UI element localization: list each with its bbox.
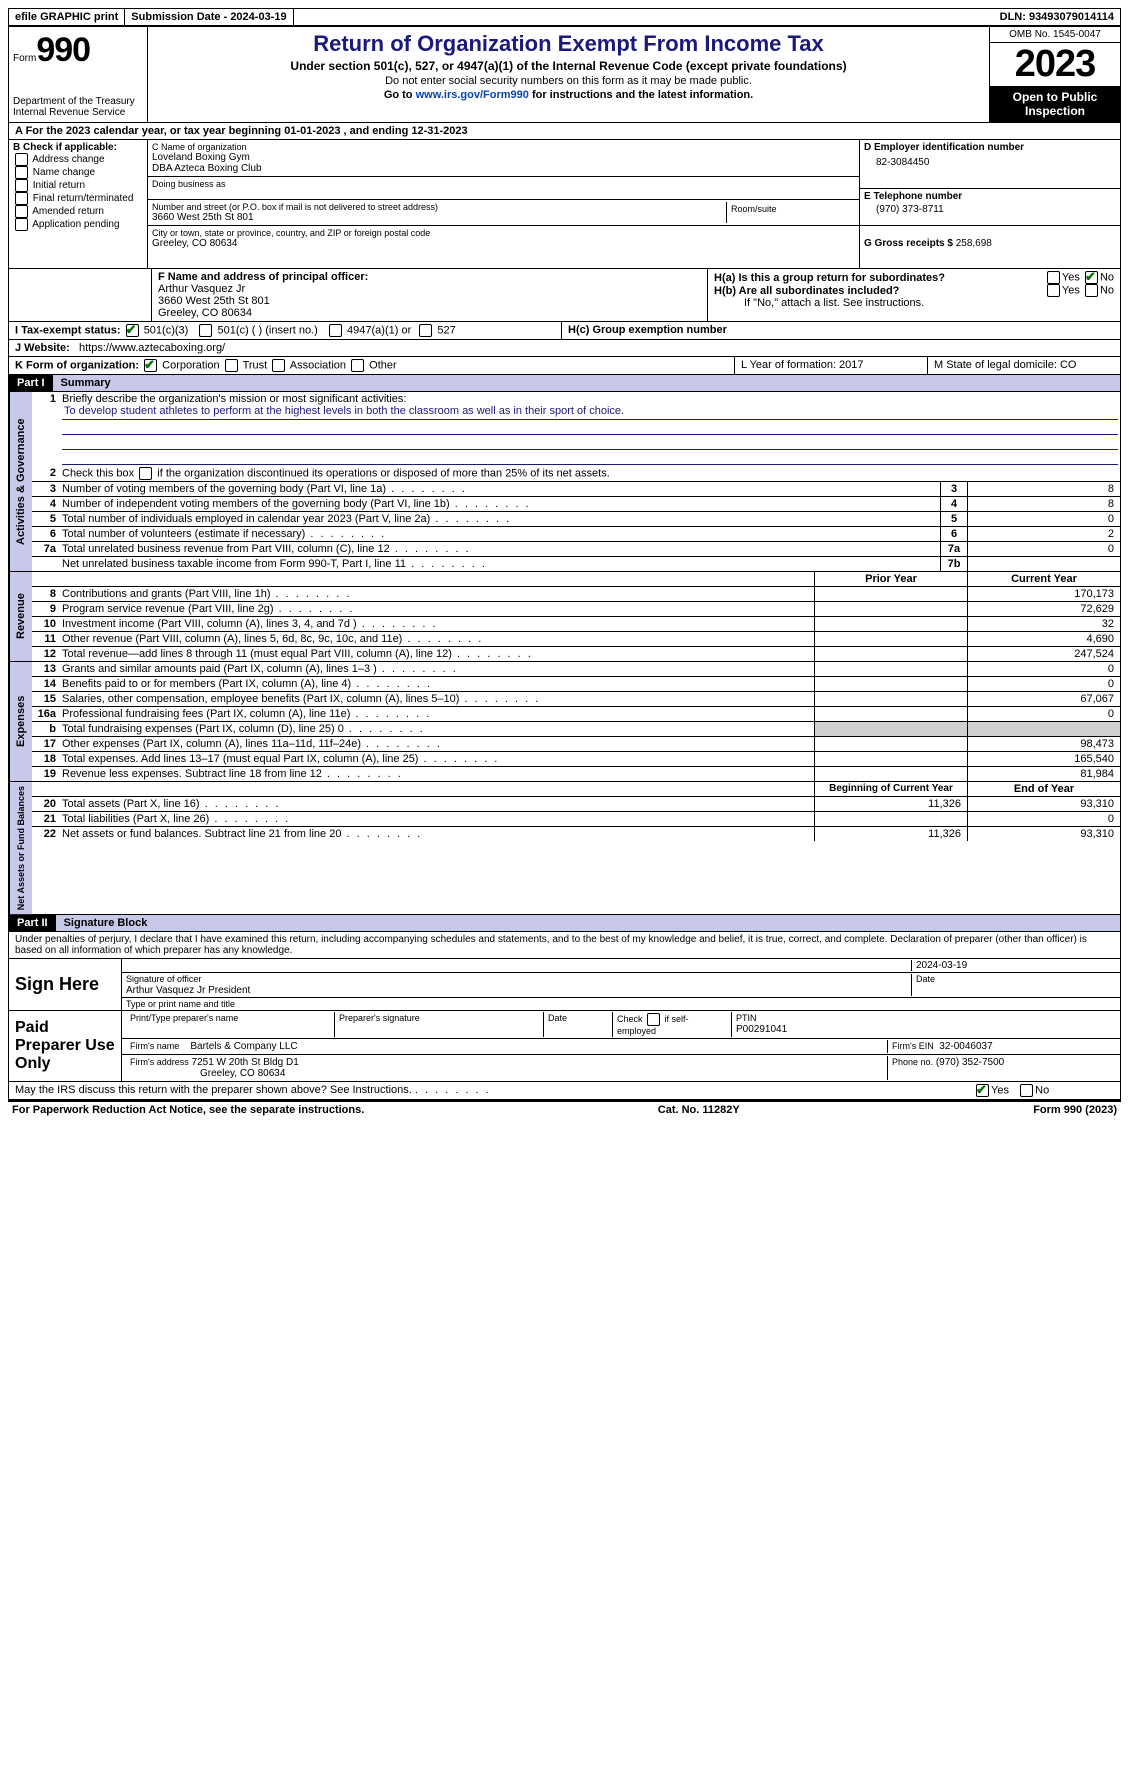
paid-preparer-label: Paid Preparer Use Only [9,1011,122,1081]
checkbox-amended[interactable] [15,205,28,218]
checkbox-name-change[interactable] [15,166,28,179]
omb-number: OMB No. 1545-0047 [990,27,1120,43]
form-header: Form 990 Department of the Treasury Inte… [8,27,1121,123]
irs-label: Internal Revenue Service [13,107,143,118]
part1-header: Part I [9,375,53,391]
tax-year: 2023 [990,43,1120,86]
checkbox-other[interactable] [351,359,364,372]
checkbox-ha-no[interactable] [1085,271,1098,284]
checkbox-initial[interactable] [15,179,28,192]
checkbox-discuss-no[interactable] [1020,1084,1033,1097]
officer-addr2: Greeley, CO 80634 [158,307,701,319]
dln: DLN: 93493079014114 [994,9,1120,25]
entity-block: B Check if applicable: Address change Na… [8,140,1121,269]
irs-link[interactable]: www.irs.gov/Form990 [416,89,529,101]
checkbox-final[interactable] [15,192,28,205]
box-b: B Check if applicable: Address change Na… [9,140,148,268]
checkbox-pending[interactable] [15,218,28,231]
dept-label: Department of the Treasury [13,96,143,107]
form-number: 990 [36,31,90,70]
part2-header: Part II [9,915,56,931]
telephone: (970) 373-8711 [864,202,1116,215]
firm-addr2: Greeley, CO 80634 [130,1068,285,1079]
officer-name: Arthur Vasquez Jr [158,283,701,295]
checkbox-discontinued[interactable] [139,467,152,480]
form-label: Form [13,53,36,64]
firm-addr1: 7251 W 20th St Bldg D1 [192,1057,299,1068]
checkbox-4947[interactable] [329,324,342,337]
room-suite-label: Room/suite [727,202,855,223]
tab-net-assets: Net Assets or Fund Balances [9,782,32,914]
tab-activities: Activities & Governance [9,392,32,571]
sign-here-label: Sign Here [9,959,122,1010]
top-bar: efile GRAPHIC print Submission Date - 20… [8,8,1121,27]
org-city: Greeley, CO 80634 [152,238,855,249]
firm-phone: (970) 352-7500 [936,1057,1004,1068]
org-name-2: DBA Azteca Boxing Club [152,163,855,174]
checkbox-hb-yes[interactable] [1047,284,1060,297]
form-title: Return of Organization Exempt From Incom… [158,31,979,57]
checkbox-ha-yes[interactable] [1047,271,1060,284]
officer-group-row: F Name and address of principal officer:… [8,269,1121,322]
checkbox-address-change[interactable] [15,153,28,166]
tab-revenue: Revenue [9,572,32,661]
efile-label: efile GRAPHIC print [9,9,125,25]
org-name-1: Loveland Boxing Gym [152,152,855,163]
state-domicile: M State of legal domicile: CO [928,357,1120,374]
checkbox-self-employed[interactable] [647,1013,660,1026]
checkbox-corp[interactable] [144,359,157,372]
ssn-note: Do not enter social security numbers on … [158,75,979,87]
mission-text: To develop student athletes to perform a… [62,405,1118,420]
ptin: P00291041 [736,1024,787,1035]
discuss-question: May the IRS discuss this return with the… [9,1082,968,1099]
firm-name: Bartels & Company LLC [190,1041,297,1052]
year-formation: L Year of formation: 2017 [735,357,928,374]
checkbox-527[interactable] [419,324,432,337]
tab-expenses: Expenses [9,662,32,781]
box-d: D Employer identification number 82-3084… [860,140,1120,268]
sign-date: 2024-03-19 [911,960,1116,971]
checkbox-hb-no[interactable] [1085,284,1098,297]
goto-note: Go to www.irs.gov/Form990 for instructio… [158,89,979,101]
officer-addr1: 3660 West 25th St 801 [158,295,701,307]
org-street: 3660 West 25th St 801 [152,212,726,223]
checkbox-501c[interactable] [199,324,212,337]
part2-title: Signature Block [56,915,1120,931]
website-url: https://www.aztecaboxing.org/ [79,342,225,354]
gross-receipts: 258,698 [956,238,992,249]
ein: 82-3084450 [864,153,1116,168]
submission-date: Submission Date - 2024-03-19 [125,9,293,25]
firm-ein: 32-0046037 [939,1041,992,1052]
open-public: Open to Public Inspection [990,86,1120,122]
form-subtitle: Under section 501(c), 527, or 4947(a)(1)… [158,59,979,73]
officer-signature: Arthur Vasquez Jr President [126,985,250,996]
box-c: C Name of organization Loveland Boxing G… [148,140,860,268]
part1-title: Summary [53,375,1120,391]
checkbox-assoc[interactable] [272,359,285,372]
checkbox-501c3[interactable] [126,324,139,337]
checkbox-trust[interactable] [225,359,238,372]
checkbox-discuss-yes[interactable] [976,1084,989,1097]
page-footer: For Paperwork Reduction Act Notice, see … [8,1100,1121,1118]
perjury-text: Under penalties of perjury, I declare th… [8,932,1121,959]
row-a-tax-year: A For the 2023 calendar year, or tax yea… [8,123,1121,140]
